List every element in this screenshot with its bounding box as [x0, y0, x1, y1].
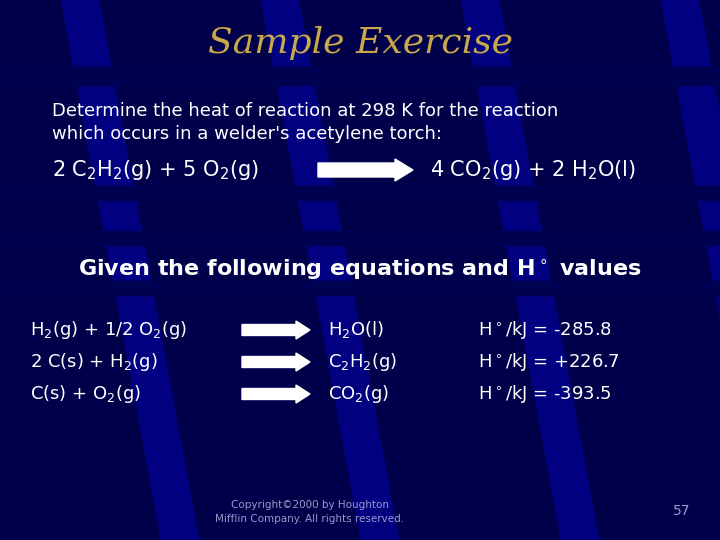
Text: which occurs in a welder's acetylene torch:: which occurs in a welder's acetylene tor…: [52, 125, 442, 143]
Text: Given the following equations and H$^\circ$ values: Given the following equations and H$^\ci…: [78, 258, 642, 282]
Text: 2 C$_2$H$_2$(g) + 5 O$_2$(g): 2 C$_2$H$_2$(g) + 5 O$_2$(g): [52, 158, 259, 182]
Polygon shape: [500, 0, 720, 540]
Text: C(s) + O$_2$(g): C(s) + O$_2$(g): [30, 383, 141, 405]
Polygon shape: [0, 0, 160, 540]
Text: 57: 57: [672, 504, 690, 518]
Polygon shape: [100, 0, 360, 540]
Bar: [0, 67, 720, 85]
Polygon shape: [700, 0, 720, 540]
Text: 4 CO$_2$(g) + 2 H$_2$O(l): 4 CO$_2$(g) + 2 H$_2$O(l): [430, 158, 636, 182]
Text: H$^\circ$/kJ = -393.5: H$^\circ$/kJ = -393.5: [478, 383, 612, 405]
FancyArrow shape: [242, 385, 310, 403]
Text: Sample Exercise: Sample Exercise: [207, 26, 513, 60]
Bar: [0, 231, 720, 245]
Text: C$_2$H$_2$(g): C$_2$H$_2$(g): [328, 351, 397, 373]
Text: Determine the heat of reaction at 298 K for the reaction: Determine the heat of reaction at 298 K …: [52, 102, 558, 120]
FancyArrow shape: [318, 159, 413, 181]
Text: H$_2$(g) + 1/2 O$_2$(g): H$_2$(g) + 1/2 O$_2$(g): [30, 319, 187, 341]
Polygon shape: [300, 0, 560, 540]
FancyArrow shape: [242, 321, 310, 339]
Bar: [0, 186, 720, 200]
Bar: [0, 281, 720, 295]
Text: H$_2$O(l): H$_2$O(l): [328, 320, 384, 341]
Text: H$^\circ$/kJ = -285.8: H$^\circ$/kJ = -285.8: [478, 319, 611, 341]
Text: CO$_2$(g): CO$_2$(g): [328, 383, 390, 405]
Text: Copyright©2000 by Houghton
Mifflin Company. All rights reserved.: Copyright©2000 by Houghton Mifflin Compa…: [215, 500, 405, 524]
Text: H$^\circ$/kJ = +226.7: H$^\circ$/kJ = +226.7: [478, 351, 619, 373]
FancyArrow shape: [242, 353, 310, 371]
Text: 2 C(s) + H$_2$(g): 2 C(s) + H$_2$(g): [30, 351, 158, 373]
